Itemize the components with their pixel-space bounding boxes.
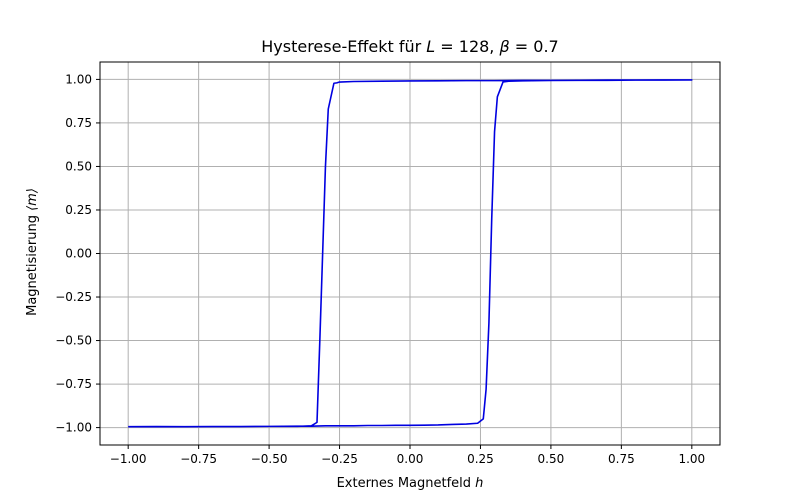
y-axis-label: Magnetisierung ⟨m⟩: [25, 188, 40, 316]
x-axis-label-symbol: h: [475, 476, 483, 491]
x-axis-label: Externes Magnetfeld h: [337, 476, 484, 491]
chart-title: Hysterese-Effekt für L = 128, β = 0.7: [261, 37, 558, 56]
x-tick-label: −0.75: [180, 452, 217, 466]
x-axis-ticks: −1.00 −0.75 −0.50 −0.25 0.00 0.25 0.50 0.75 1.00: [110, 445, 705, 466]
chart-title-beta-value: = 0.7: [510, 37, 559, 56]
chart-title-beta-symbol: β: [498, 37, 509, 56]
y-tick-label: 1.00: [65, 72, 92, 86]
x-tick-label: 0.00: [397, 452, 424, 466]
y-tick-label: 0.00: [65, 247, 92, 261]
x-tick-label: 0.50: [538, 452, 565, 466]
y-tick-label: 0.75: [65, 116, 92, 130]
chart-title-l-symbol: L: [426, 37, 435, 56]
x-tick-label: 0.25: [467, 452, 494, 466]
x-tick-label: 1.00: [678, 452, 705, 466]
x-tick-label: −0.25: [321, 452, 358, 466]
y-tick-label: −0.25: [55, 290, 92, 304]
y-axis-ticks: −1.00 −0.75 −0.50 −0.25 0.00 0.25 0.50 0.75 1.00: [55, 72, 100, 435]
y-tick-label: 0.50: [65, 159, 92, 173]
y-axis-label-text: Magnetisierung: [25, 211, 40, 316]
grid: [100, 62, 720, 445]
series-line: [128, 79, 693, 428]
y-tick-label: −1.00: [55, 421, 92, 435]
chart-title-prefix: Hysterese-Effekt für: [261, 37, 426, 56]
y-tick-label: −0.50: [55, 334, 92, 348]
y-tick-label: −0.75: [55, 377, 92, 391]
chart-title-l-value: = 128,: [435, 37, 499, 56]
series-group: [128, 79, 693, 428]
x-axis-label-text: Externes Magnetfeld: [337, 476, 476, 491]
x-tick-label: −1.00: [110, 452, 147, 466]
y-tick-label: 0.25: [65, 203, 92, 217]
x-tick-label: −0.50: [251, 452, 288, 466]
y-axis-label-symbol: ⟨m⟩: [25, 188, 40, 211]
x-tick-label: 0.75: [608, 452, 635, 466]
